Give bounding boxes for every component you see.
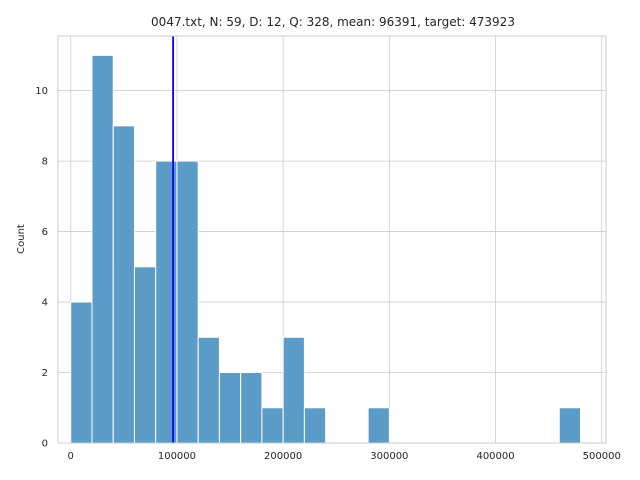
axes: 0 2 4 6 8 10 0 100000 200000 300000 400000 500000 (35, 35, 621, 462)
histogram-bar (282, 336, 305, 444)
histogram-bar (240, 372, 263, 444)
histogram-bar (133, 266, 157, 444)
histogram-bar (197, 336, 220, 444)
x-tick-label: 500000 (583, 451, 621, 462)
y-tick-label: 10 (35, 86, 48, 97)
x-tick-label: 400000 (476, 451, 514, 462)
histogram-bar (112, 125, 135, 444)
y-tick-label: 0 (42, 439, 48, 450)
x-tick-label: 0 (68, 451, 74, 462)
histogram-bar (367, 407, 390, 444)
histogram-bar (303, 407, 327, 444)
y-tick-label: 6 (42, 227, 48, 238)
plot-frame (57, 35, 607, 444)
histogram-bar (218, 372, 242, 444)
x-tick-label: 300000 (370, 451, 408, 462)
y-tick-label: 2 (42, 368, 48, 379)
y-tick-label: 8 (42, 157, 48, 168)
histogram-bar (558, 407, 582, 444)
histogram-bar (176, 160, 199, 444)
histogram-bar (70, 301, 93, 444)
y-axis-label: Count (16, 224, 27, 254)
histogram-bar (91, 54, 114, 444)
x-tick-label: 200000 (264, 451, 302, 462)
histogram-bar (261, 407, 284, 444)
chart-title: 0047.txt, N: 59, D: 12, Q: 328, mean: 96… (151, 15, 515, 29)
x-tick-label: 100000 (158, 451, 196, 462)
y-tick-label: 4 (42, 298, 48, 309)
bars (70, 54, 582, 444)
